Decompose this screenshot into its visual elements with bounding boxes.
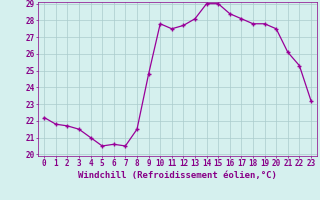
X-axis label: Windchill (Refroidissement éolien,°C): Windchill (Refroidissement éolien,°C)	[78, 171, 277, 180]
